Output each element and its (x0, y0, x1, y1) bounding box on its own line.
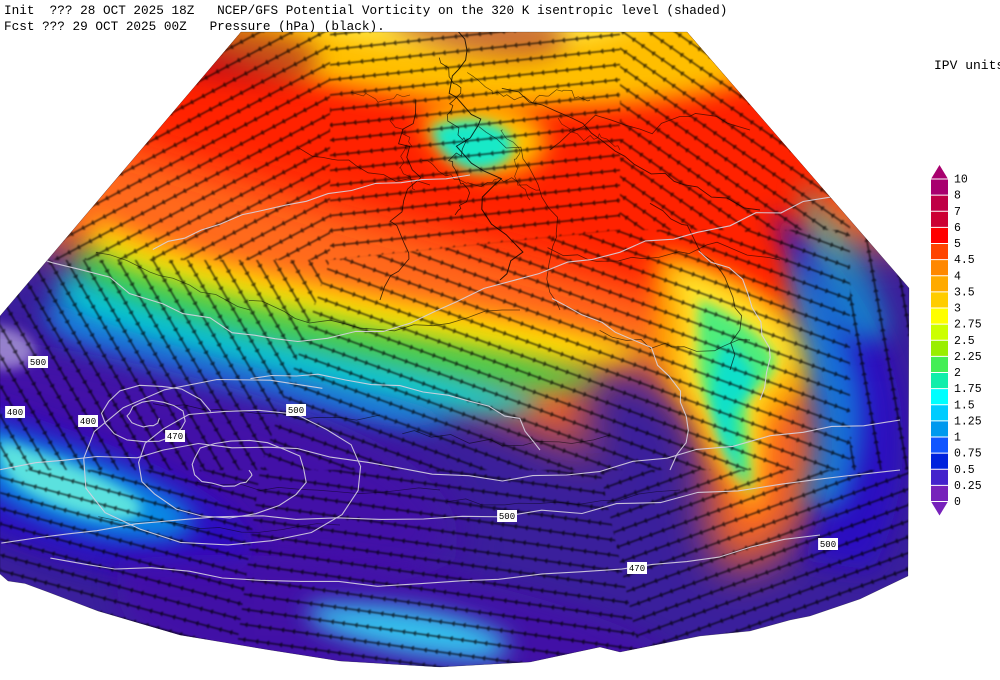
svg-text:1: 1 (954, 432, 961, 445)
svg-text:2.25: 2.25 (954, 351, 982, 364)
svg-text:500: 500 (30, 358, 46, 368)
svg-text:1.75: 1.75 (954, 383, 982, 396)
svg-text:3.5: 3.5 (954, 286, 975, 299)
svg-text:500: 500 (288, 406, 304, 416)
svg-text:0.75: 0.75 (954, 448, 982, 461)
svg-text:500: 500 (499, 512, 515, 522)
svg-text:1.5: 1.5 (954, 399, 975, 412)
svg-text:2.75: 2.75 (954, 319, 982, 332)
svg-text:1.25: 1.25 (954, 415, 982, 428)
svg-text:6: 6 (954, 222, 961, 235)
svg-text:7: 7 (954, 206, 961, 219)
svg-text:400: 400 (7, 408, 23, 418)
svg-text:8: 8 (954, 190, 961, 203)
svg-text:4: 4 (954, 270, 961, 283)
svg-text:0: 0 (954, 496, 961, 509)
svg-text:5: 5 (954, 238, 961, 251)
svg-text:0.5: 0.5 (954, 464, 975, 477)
svg-text:470: 470 (629, 564, 645, 574)
svg-text:4.5: 4.5 (954, 254, 975, 267)
svg-text:470: 470 (167, 432, 183, 442)
svg-text:2.5: 2.5 (954, 335, 975, 348)
svg-text:400: 400 (80, 417, 96, 427)
svg-text:10: 10 (954, 174, 968, 187)
svg-text:0.25: 0.25 (954, 480, 982, 493)
svg-text:2: 2 (954, 367, 961, 380)
svg-text:500: 500 (820, 540, 836, 550)
svg-text:3: 3 (954, 303, 961, 316)
